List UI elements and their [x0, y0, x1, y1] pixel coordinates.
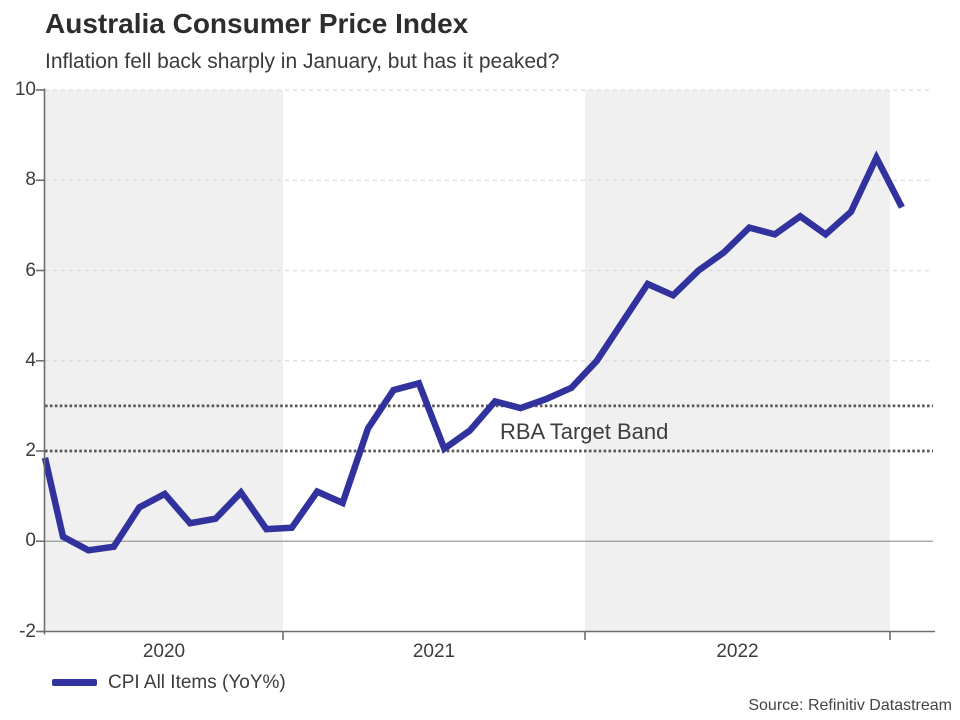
x-axis-year-label: 2022	[716, 641, 759, 662]
chart-title: Australia Consumer Price Index	[45, 8, 469, 39]
y-axis-label: 2	[25, 440, 36, 461]
chart-subtitle: Inflation fell back sharply in January, …	[45, 50, 560, 73]
rba-target-band-label: RBA Target Band	[500, 419, 669, 444]
legend-line-swatch	[52, 679, 97, 686]
y-axis-label: 8	[25, 169, 36, 191]
cpi-line	[41, 150, 905, 554]
x-axis-year-label: 2021	[412, 641, 456, 662]
y-axis-label: 4	[25, 349, 36, 371]
y-axis-label: 6	[25, 259, 36, 281]
y-axis-label: 0	[25, 530, 36, 552]
source-note: Source: Refinitiv Datastream	[748, 697, 952, 714]
y-axis-label: 10	[14, 79, 36, 100]
x-axis-year-label: 2020	[142, 641, 186, 662]
legend-label: CPI All Items (YoY%)	[108, 671, 286, 693]
legend: CPI All Items (YoY%)	[52, 670, 286, 695]
y-axis-label: -2	[19, 620, 36, 642]
